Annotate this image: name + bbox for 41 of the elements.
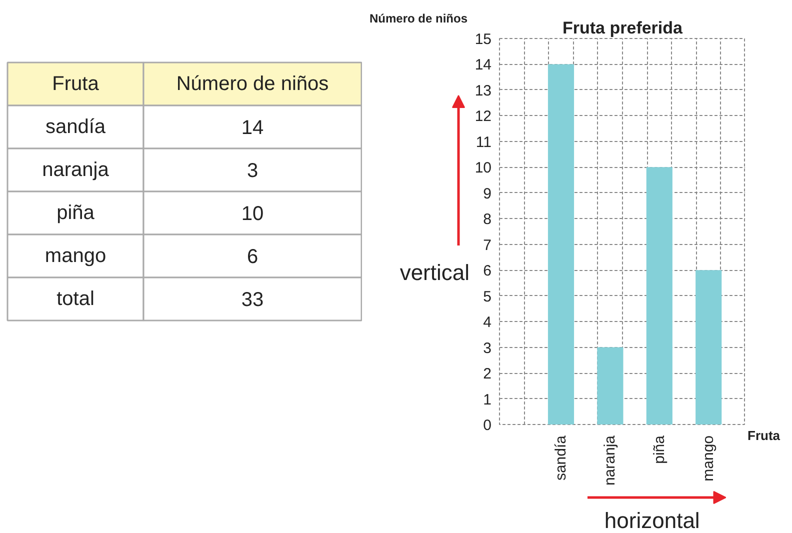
x-tick-label: sandía bbox=[552, 434, 570, 481]
y-tick-label: 9 bbox=[483, 185, 492, 202]
y-tick-label: 14 bbox=[474, 56, 492, 74]
y-tick-label: 13 bbox=[474, 82, 492, 100]
text: Fruta bbox=[52, 73, 100, 95]
y-tick-label: 0 bbox=[483, 417, 492, 434]
x-tick-label: mango bbox=[700, 435, 718, 482]
y-tick-label: 8 bbox=[483, 211, 492, 228]
y-tick-label: 6 bbox=[483, 262, 492, 280]
y-tick-label: 15 bbox=[474, 31, 492, 48]
y-tick-label: 11 bbox=[476, 134, 492, 151]
y-tick-label: 7 bbox=[483, 236, 492, 254]
y-tick-label: 2 bbox=[483, 366, 492, 383]
data-label: 6 bbox=[246, 246, 258, 268]
y-axis-title: Número de niños bbox=[369, 12, 468, 26]
data-label: 14 bbox=[241, 117, 264, 139]
text: horizontal bbox=[604, 508, 700, 533]
bar bbox=[696, 270, 722, 424]
x-tick-label: naranja bbox=[602, 434, 619, 486]
bar bbox=[548, 64, 574, 424]
bar bbox=[646, 167, 672, 424]
y-tick-label: 4 bbox=[483, 314, 492, 332]
y-tick-label: 1 bbox=[483, 391, 492, 408]
x-tick-label: piña bbox=[650, 434, 668, 464]
y-tick-label: 10 bbox=[474, 160, 492, 177]
category-label: naranja bbox=[42, 159, 110, 181]
data-label: 10 bbox=[241, 203, 264, 225]
bar bbox=[597, 347, 624, 424]
y-tick-label: 12 bbox=[474, 108, 492, 126]
text: 33 bbox=[241, 289, 264, 311]
category-label: piña bbox=[56, 202, 96, 224]
data-label: 3 bbox=[246, 160, 258, 182]
category-label: mango bbox=[44, 245, 106, 267]
y-tick-label: 5 bbox=[483, 288, 492, 306]
text: Número de niños bbox=[176, 73, 329, 95]
y-tick-label: 3 bbox=[483, 340, 492, 357]
text: total bbox=[56, 288, 94, 310]
chart-title: Fruta preferida bbox=[562, 18, 684, 38]
text: vertical bbox=[400, 260, 470, 285]
category-label: sandía bbox=[45, 116, 106, 138]
x-axis-title: Fruta bbox=[748, 428, 781, 443]
